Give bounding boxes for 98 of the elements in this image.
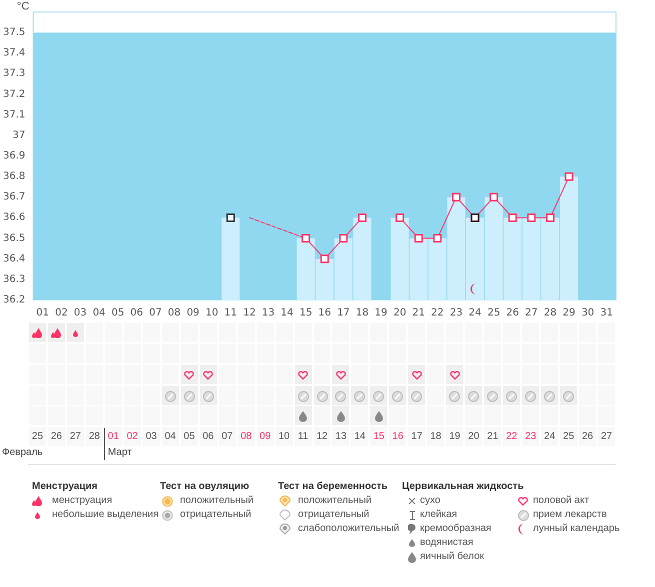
text: 10 <box>278 431 290 442</box>
y-axis-title: °C <box>16 0 30 12</box>
text: 22 <box>506 431 518 442</box>
text: отрицательный <box>298 509 370 521</box>
text: 06 <box>202 431 214 442</box>
x-tick-label: 02 <box>55 308 68 318</box>
text: 23 <box>525 431 536 442</box>
text: Тест на овуляцию <box>160 481 250 493</box>
y-tick-label: 37 <box>12 130 26 141</box>
text: 09 <box>260 431 271 442</box>
y-tick-label: 37.3 <box>3 68 26 80</box>
text: 12 <box>316 431 328 442</box>
text: водянистая <box>420 537 474 549</box>
x-tick-label: 12 <box>243 308 256 318</box>
text: 25 <box>32 431 44 442</box>
text: Февраль <box>2 447 43 459</box>
text: прием лекарств <box>533 509 607 521</box>
y-tick-label: 36.2 <box>3 294 26 306</box>
x-tick-label: 03 <box>74 308 87 318</box>
x-tick-label: 11 <box>224 308 238 318</box>
x-tick-label: 05 <box>111 308 124 318</box>
y-tick-label: 37.5 <box>3 27 26 38</box>
text: 18 <box>430 431 442 442</box>
x-tick-label: 20 <box>393 308 406 318</box>
text: 17 <box>411 431 422 442</box>
text: 07 <box>222 431 233 442</box>
text: положительный <box>180 495 254 507</box>
text: Цервикальная жидкость <box>402 481 524 493</box>
x-tick-label: 18 <box>356 308 369 318</box>
y-tick-label: 36.3 <box>3 274 26 285</box>
y-tick-label: 36.5 <box>3 232 26 244</box>
x-tick-label: 09 <box>186 308 200 318</box>
text: сухо <box>420 495 440 507</box>
x-tick-label: 17 <box>337 308 350 318</box>
x-tick-label: 22 <box>431 308 444 318</box>
text: 27 <box>70 431 81 442</box>
y-tick-label: 37.2 <box>3 88 26 100</box>
text: 02 <box>126 431 138 442</box>
text: положительный <box>298 495 372 507</box>
text: 01 <box>108 431 119 442</box>
x-tick-label: 16 <box>318 308 331 318</box>
text: 05 <box>184 431 195 442</box>
text: половой акт <box>533 495 590 507</box>
x-tick-label: 27 <box>525 308 538 318</box>
text: 26 <box>50 431 62 442</box>
x-tick-label: 06 <box>130 308 144 318</box>
x-tick-label: 08 <box>168 308 181 318</box>
x-tick-label: 21 <box>412 308 425 318</box>
text: менструация <box>52 495 112 507</box>
text: 28 <box>88 431 100 442</box>
x-tick-label: 26 <box>506 308 519 318</box>
x-tick-label: 01 <box>36 308 50 318</box>
x-tick-label: 15 <box>299 308 312 318</box>
x-tick-label: 25 <box>487 308 500 318</box>
text: яичный белок <box>420 551 484 563</box>
text: 08 <box>240 431 252 442</box>
text: 19 <box>449 431 460 442</box>
y-tick-label: 36.9 <box>3 150 26 162</box>
text: 13 <box>335 431 347 442</box>
text: лунный календарь <box>533 523 620 535</box>
x-tick-label: 13 <box>262 308 275 318</box>
x-tick-label: 23 <box>450 308 463 318</box>
text: 15 <box>373 431 384 442</box>
text: 16 <box>392 431 404 442</box>
text: 24 <box>544 431 556 442</box>
x-tick-label: 07 <box>149 308 162 318</box>
x-tick-label: 24 <box>468 308 482 318</box>
text: 11 <box>298 431 308 442</box>
y-tick-label: 37.1 <box>3 109 26 120</box>
y-tick-label: 37.4 <box>3 48 26 59</box>
text: 04 <box>164 431 176 442</box>
text: Менструация <box>32 481 98 493</box>
y-tick-label: 36.8 <box>3 171 26 182</box>
text: 26 <box>582 431 594 442</box>
text: кремообразная <box>420 523 492 535</box>
y-tick-label: 36.7 <box>3 192 26 203</box>
x-tick-label: 14 <box>280 308 294 318</box>
x-tick-label: 30 <box>581 308 594 318</box>
text: слабоположительный <box>298 523 400 535</box>
text: клейкая <box>420 509 458 521</box>
text: Тест на беременность <box>278 481 388 493</box>
text: 25 <box>563 431 574 442</box>
x-tick-label: 19 <box>374 308 388 318</box>
y-tick-label: 36.6 <box>3 212 26 224</box>
x-tick-label: 28 <box>544 308 557 318</box>
text: 20 <box>468 431 480 442</box>
text: Март <box>108 447 132 459</box>
text: небольшие выделения <box>52 509 159 521</box>
text: 03 <box>146 431 157 442</box>
y-tick-label: 36.4 <box>3 253 26 264</box>
text: 14 <box>354 431 366 442</box>
x-tick-label: 04 <box>92 308 106 318</box>
text: 27 <box>600 431 612 442</box>
text: 21 <box>487 431 498 442</box>
x-tick-label: 29 <box>562 308 576 318</box>
x-tick-label: 31 <box>600 308 613 318</box>
text: отрицательный <box>180 509 252 521</box>
x-tick-label: 10 <box>205 308 218 318</box>
